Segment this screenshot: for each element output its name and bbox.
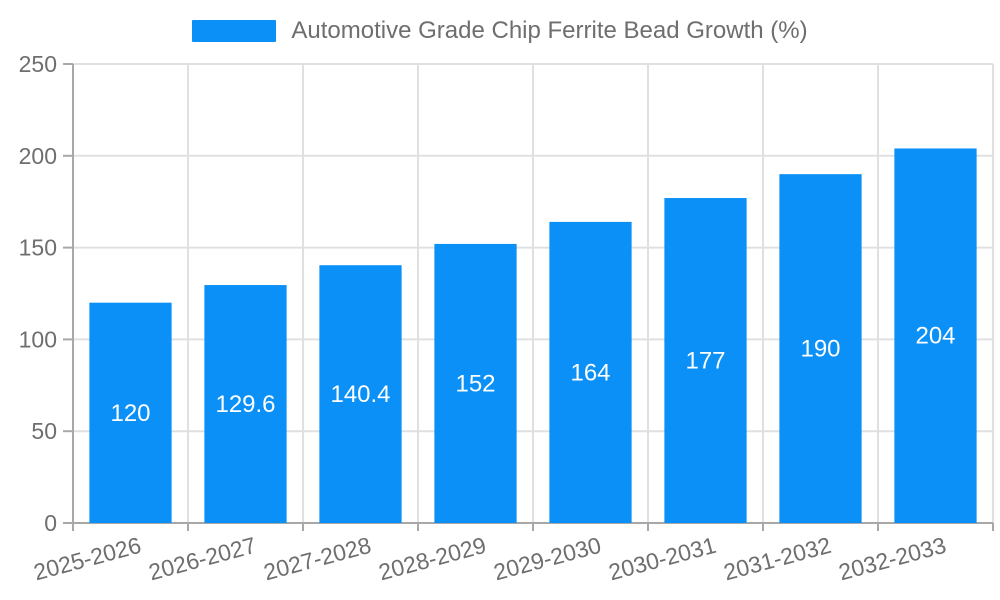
x-axis-tick-label: 2031-2032 (721, 532, 834, 586)
x-axis-tick-label: 2025-2026 (31, 532, 144, 586)
bar-value-label: 140.4 (330, 381, 390, 408)
bar-value-label: 129.6 (215, 391, 275, 418)
bar-2027-2028[interactable] (319, 265, 402, 523)
y-axis-tick-label: 200 (19, 143, 57, 169)
bar-value-label: 204 (915, 323, 955, 350)
x-axis-tick-label: 2027-2028 (261, 532, 374, 586)
bar-2032-2033[interactable] (894, 148, 977, 523)
bar-value-label: 152 (455, 370, 495, 397)
x-axis-tick-label: 2029-2030 (491, 532, 604, 586)
bar-2031-2032[interactable] (779, 174, 862, 523)
x-axis-tick-label: 2028-2029 (376, 532, 489, 586)
bar-value-label: 120 (110, 400, 150, 427)
legend-swatch[interactable] (192, 20, 277, 42)
bar-value-label: 190 (800, 336, 840, 363)
y-axis-tick-label: 100 (19, 326, 57, 352)
x-axis-tick-label: 2032-2033 (836, 532, 949, 586)
legend: Automotive Grade Chip Ferrite Bead Growt… (0, 17, 1000, 45)
bar-2029-2030[interactable] (549, 221, 632, 523)
bar-value-label: 177 (685, 348, 725, 375)
y-axis-tick-label: 150 (19, 235, 57, 261)
y-axis-tick-label: 250 (19, 52, 57, 77)
bar-2030-2031[interactable] (664, 198, 747, 523)
bar-2028-2029[interactable] (434, 243, 517, 524)
plot-area: 0 50 100 150 200 250 120 2025-2026 129.6 2026-202… (19, 52, 994, 586)
bar-2025-2026[interactable] (89, 302, 172, 523)
y-axis-tick-label: 0 (44, 510, 57, 536)
bar-2026-2027[interactable] (204, 285, 287, 523)
bar-value-label: 164 (570, 359, 610, 386)
legend-label: Automotive Grade Chip Ferrite Bead Growt… (291, 17, 808, 44)
x-axis-tick-label: 2026-2027 (146, 532, 259, 586)
x-axis-tick-label: 2030-2031 (606, 532, 719, 586)
y-axis-tick-label: 50 (31, 418, 57, 444)
